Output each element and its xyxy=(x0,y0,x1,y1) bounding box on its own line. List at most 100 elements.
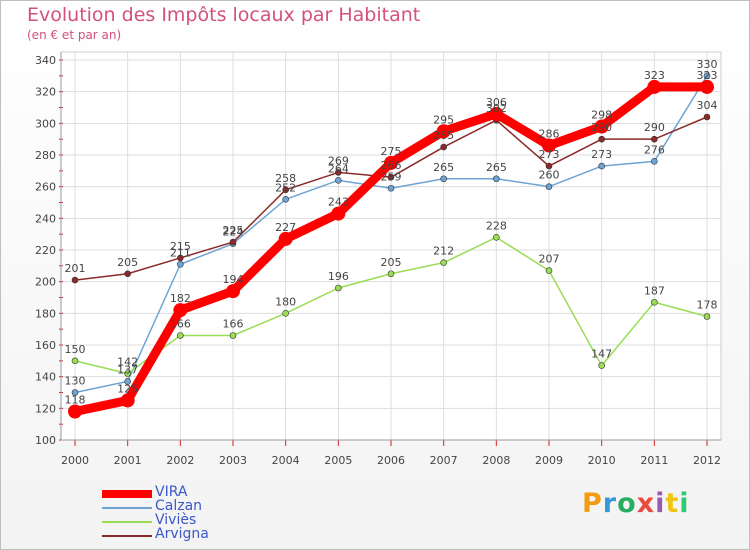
data-label-vivies: 205 xyxy=(381,256,402,269)
data-point-calzan xyxy=(598,162,605,170)
y-tick-label: 300 xyxy=(35,117,56,130)
legend-label-vivies: Viviès xyxy=(155,512,197,528)
x-tick-label: 2004 xyxy=(272,454,300,467)
data-label-vivies: 196 xyxy=(328,270,349,283)
data-point-calzan xyxy=(545,183,553,190)
logo-letter: P xyxy=(582,488,603,519)
data-label-calzan: 265 xyxy=(433,161,454,174)
data-point-calzan xyxy=(703,72,711,80)
data-label-vivies: 207 xyxy=(539,253,560,266)
x-tick-label: 2008 xyxy=(482,454,510,467)
data-label-calzan: 130 xyxy=(65,375,86,388)
data-label-calzan: 259 xyxy=(381,170,402,183)
data-point-arvigna xyxy=(335,169,342,176)
y-tick-label: 280 xyxy=(35,149,56,162)
data-label-arvigna: 290 xyxy=(644,121,665,134)
y-tick-label: 140 xyxy=(35,371,56,384)
data-label-calzan: 137 xyxy=(117,363,138,376)
data-label-arvigna: 258 xyxy=(275,172,296,185)
data-point-arvigna xyxy=(71,276,79,284)
data-point-vira xyxy=(226,284,240,299)
data-point-vira xyxy=(542,138,556,153)
data-label-vivies: 228 xyxy=(486,219,507,232)
data-label-vira: 118 xyxy=(65,394,86,407)
data-label-calzan: 260 xyxy=(539,169,560,182)
proxiti-logo: Proxiti xyxy=(582,488,690,519)
data-point-calzan xyxy=(651,158,658,165)
data-point-vivies xyxy=(71,357,79,365)
data-label-vira: 323 xyxy=(697,69,718,82)
logo-letter: i xyxy=(679,488,690,519)
y-tick-label: 220 xyxy=(35,244,56,257)
x-tick-label: 2007 xyxy=(430,454,458,467)
data-point-arvigna xyxy=(282,186,289,194)
data-label-arvigna: 285 xyxy=(433,129,454,142)
data-label-calzan: 276 xyxy=(644,143,665,156)
data-point-vivies xyxy=(440,259,447,266)
data-label-calzan: 265 xyxy=(486,161,507,174)
logo-letter: o xyxy=(617,488,637,519)
legend-label-arvigna: Arvigna xyxy=(155,526,209,542)
data-label-vira: 323 xyxy=(644,69,665,82)
y-tick-label: 320 xyxy=(35,86,56,99)
data-point-vivies xyxy=(598,362,605,369)
y-tick-label: 120 xyxy=(35,402,56,415)
x-tick-label: 2010 xyxy=(588,454,616,467)
logo-letter: t xyxy=(665,488,680,519)
data-point-vivies xyxy=(335,284,342,292)
data-label-vira: 227 xyxy=(275,221,296,234)
data-label-vivies: 187 xyxy=(644,284,665,297)
y-tick-label: 240 xyxy=(35,212,56,225)
data-label-vira: 298 xyxy=(591,109,612,122)
data-point-vivies xyxy=(124,370,131,377)
data-point-calzan xyxy=(387,184,395,192)
x-tick-label: 2012 xyxy=(693,454,721,467)
data-label-calzan: 224 xyxy=(223,226,244,239)
x-tick-label: 2000 xyxy=(61,454,89,467)
chart-subtitle: (en € et par an) xyxy=(27,28,122,42)
data-point-arvigna xyxy=(229,238,237,246)
y-tick-label: 340 xyxy=(35,54,56,67)
data-point-calzan xyxy=(71,389,79,396)
data-point-calzan xyxy=(177,260,184,268)
data-point-vira xyxy=(68,404,82,419)
data-point-vira xyxy=(700,79,714,94)
data-point-vira xyxy=(436,124,451,139)
y-tick-label: 180 xyxy=(35,307,56,320)
y-tick-label: 160 xyxy=(35,339,56,352)
data-point-calzan xyxy=(124,378,131,385)
data-label-vivies: 180 xyxy=(275,295,296,308)
data-label-arvigna: 269 xyxy=(328,154,349,167)
legend-label-calzan: Calzan xyxy=(155,498,203,514)
data-point-vivies xyxy=(493,234,500,241)
data-label-vira: 182 xyxy=(170,292,191,305)
legend-swatch-vira xyxy=(102,490,152,498)
data-point-calzan xyxy=(493,175,500,183)
data-label-arvigna: 215 xyxy=(170,240,191,253)
data-point-calzan xyxy=(335,177,342,184)
data-label-vivies: 166 xyxy=(170,318,191,331)
legend-swatch-vivies xyxy=(102,521,152,523)
data-label-calzan: 330 xyxy=(697,58,718,71)
data-label-vira: 295 xyxy=(433,113,454,126)
data-label-vira: 125 xyxy=(117,382,138,395)
data-point-arvigna xyxy=(545,162,553,170)
data-point-vira xyxy=(647,79,662,94)
data-label-vivies: 147 xyxy=(591,348,612,361)
legend-swatch-arvigna xyxy=(102,535,152,537)
data-point-arvigna xyxy=(703,113,711,121)
data-label-calzan: 273 xyxy=(591,148,612,161)
data-point-vivies xyxy=(545,267,553,274)
data-label-arvigna: 201 xyxy=(65,262,86,275)
data-point-vira xyxy=(173,303,188,318)
y-tick-label: 200 xyxy=(35,276,56,289)
y-tick-label: 260 xyxy=(35,181,56,194)
data-point-vira xyxy=(489,106,504,121)
data-point-vira xyxy=(278,231,293,246)
x-tick-label: 2011 xyxy=(640,454,668,467)
x-tick-label: 2005 xyxy=(324,454,352,467)
data-point-vira xyxy=(594,119,609,134)
data-label-arvigna: 205 xyxy=(117,256,138,269)
data-point-vivies xyxy=(703,313,711,320)
data-label-calzan: 211 xyxy=(170,246,191,259)
